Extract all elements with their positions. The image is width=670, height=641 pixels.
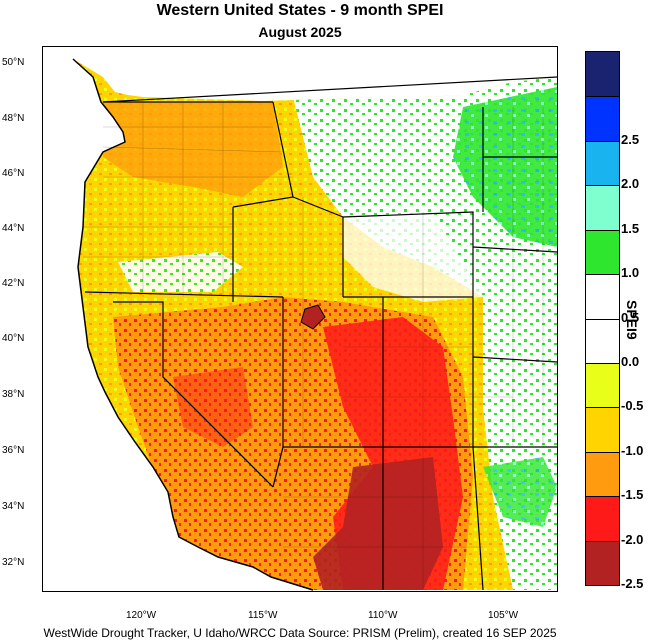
legend-swatch xyxy=(586,362,619,408)
legend-label: -0.5 xyxy=(621,398,644,414)
legend-label: -2.0 xyxy=(621,531,644,547)
legend-swatch xyxy=(586,540,619,585)
lat-label-50: 50°N xyxy=(2,57,25,68)
legend-label: 2.0 xyxy=(621,176,640,192)
legend-label: 1.5 xyxy=(621,220,640,236)
legend-label: 0.5 xyxy=(621,309,640,325)
map-subtitle: August 2025 xyxy=(258,24,342,40)
lat-label-40: 40°N xyxy=(2,333,25,344)
lat-label-48: 48°N xyxy=(2,113,25,124)
legend-label: -2.5 xyxy=(621,576,644,591)
legend-swatch xyxy=(586,140,619,186)
spei-legend xyxy=(585,51,620,586)
legend-swatch xyxy=(586,496,619,541)
lat-label-46: 46°N xyxy=(2,168,25,179)
lon-label-120: 120°W xyxy=(126,610,157,621)
lat-label-36: 36°N xyxy=(2,445,25,456)
legend-label: 0.0 xyxy=(621,353,640,369)
legend-swatch xyxy=(586,407,619,452)
lat-label-32: 32°N xyxy=(2,557,25,568)
legend-swatch xyxy=(586,274,619,319)
legend-swatch xyxy=(586,52,619,97)
lat-label-44: 44°N xyxy=(2,223,25,234)
legend-swatch xyxy=(586,185,619,230)
legend-swatch xyxy=(586,451,619,497)
legend-label: 2.5 xyxy=(621,131,640,147)
lat-label-34: 34°N xyxy=(2,501,25,512)
spei-map xyxy=(42,46,558,592)
lon-label-105: 105°W xyxy=(488,610,519,621)
legend-label: 1.0 xyxy=(621,265,640,281)
legend-label: -1.5 xyxy=(621,487,644,503)
lon-label-110: 110°W xyxy=(368,610,398,621)
legend-swatch xyxy=(586,229,619,275)
legend-swatch xyxy=(586,96,619,141)
lon-label-115: 115°W xyxy=(248,610,278,621)
data-source-footer: WestWide Drought Tracker, U Idaho/WRCC D… xyxy=(43,626,557,640)
map-title: Western United States - 9 month SPEI xyxy=(156,2,444,19)
legend-swatch xyxy=(586,318,619,363)
legend-label: -1.0 xyxy=(621,442,644,458)
lat-label-38: 38°N xyxy=(2,389,25,400)
lat-label-42: 42°N xyxy=(2,278,25,289)
